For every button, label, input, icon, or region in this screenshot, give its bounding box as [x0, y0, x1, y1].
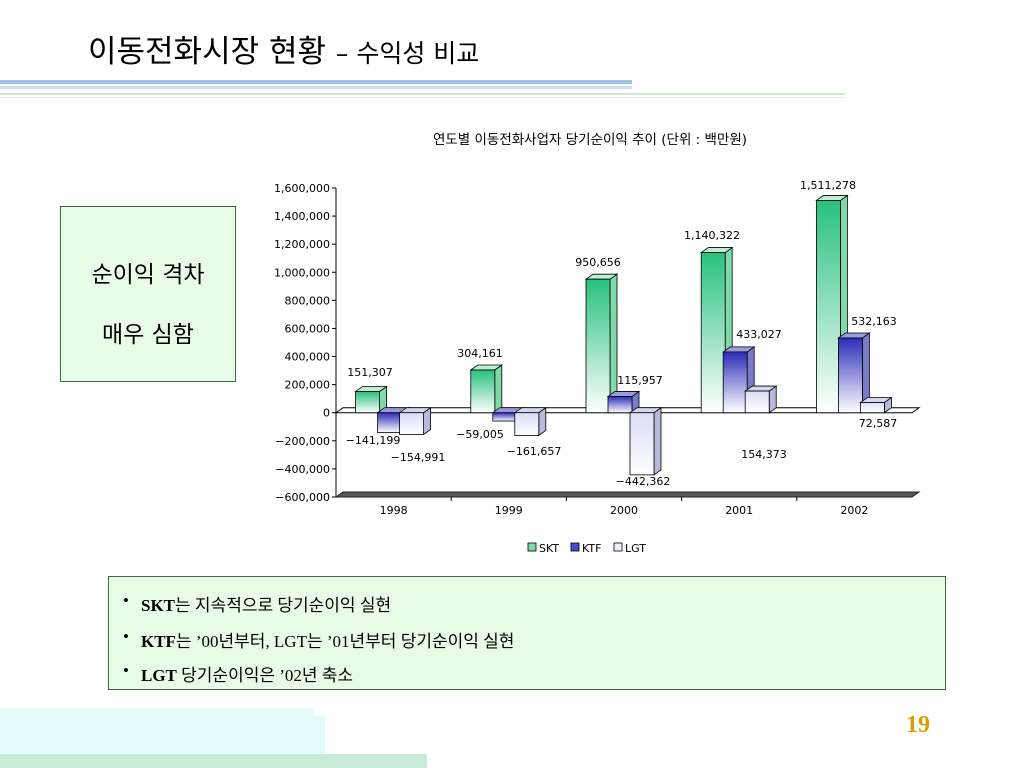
data-label-skt: 1,511,278: [800, 179, 856, 192]
bar-lgt-2001: [744, 390, 770, 414]
y-tick-label: 800,000: [285, 294, 331, 307]
net-income-chart: 연도별 이동전화사업자 당기순이익 추이 (단위 : 백만원) −600,000 −…: [274, 132, 921, 555]
y-tick-label: 400,000: [285, 351, 331, 364]
bullet-1-text: 는 지속적으로 당기순이익 실현: [175, 596, 392, 615]
bar-skt-1998: [355, 391, 381, 414]
page-number: 19: [906, 712, 930, 738]
data-label-ktf: 115,957: [617, 374, 663, 387]
data-label-lgt: −154,991: [391, 451, 446, 464]
summary-bullet-1: SKT는 지속적으로 당기순이익 실현: [123, 591, 392, 616]
y-tick-label: 1,200,000: [274, 238, 330, 251]
y-tick-label: −600,000: [275, 491, 330, 504]
title-rule-secondary: [0, 86, 632, 89]
footer-deco-strip: [0, 708, 314, 718]
title-rule-green: [0, 93, 845, 95]
bar-skt-2002: [816, 200, 841, 414]
legend-swatch-ktf: [570, 542, 580, 552]
x-tick-label: 1998: [380, 504, 408, 517]
bar-side: [653, 406, 662, 476]
summary-bullet-3: LGT 당기순이익은 ’02년 축소: [123, 661, 354, 686]
bar-ktf-1999: [492, 412, 518, 422]
bar-lgt-1999: [514, 412, 540, 436]
data-label-lgt: 72,587: [859, 417, 898, 430]
legend-swatch-lgt: [613, 542, 623, 552]
x-tick-label: 1999: [495, 504, 523, 517]
title-main: 이동전화시장 현황: [88, 34, 327, 70]
title-rule: [0, 80, 632, 84]
bar-skt-2000: [585, 278, 611, 414]
footer-deco-block: [0, 716, 325, 754]
y-tick-label: 200,000: [285, 379, 331, 392]
x-tick-label: 2002: [840, 504, 868, 517]
x-tick-label: 2000: [610, 504, 638, 517]
y-tick-label: −400,000: [275, 463, 330, 476]
y-tick-label: 1,400,000: [274, 210, 330, 223]
bar-skt-1999: [470, 369, 496, 414]
data-label-skt: 151,307: [347, 366, 393, 379]
bar-skt-2001: [700, 252, 726, 414]
bullet-3-text: 당기순이익은 ’02년 축소: [176, 666, 354, 685]
callout-line-1: 순이익 격차: [91, 262, 205, 288]
bullet-2-company: KTF: [141, 632, 176, 651]
bullet-3-company: LGT: [141, 666, 177, 685]
bullet-2-text: 는 ’00년부터, LGT는 ’01년부터 당기순이익 실현: [175, 632, 515, 651]
y-tick-label: 1,600,000: [274, 182, 330, 195]
summary-box: SKT는 지속적으로 당기순이익 실현 KTF는 ’00년부터, LGT는 ’0…: [108, 576, 946, 690]
bar-lgt-2002: [860, 402, 885, 414]
data-label-lgt: −161,657: [507, 445, 562, 458]
data-label-ktf: −59,005: [456, 428, 504, 441]
callout-line-2: 매우 심함: [102, 322, 194, 348]
chart-title: 연도별 이동전화사업자 당기순이익 추이 (단위 : 백만원): [433, 132, 747, 148]
legend-label-skt: SKT: [539, 542, 559, 555]
data-label-ktf: 433,027: [736, 328, 782, 341]
bar-ktf-1998: [377, 412, 403, 433]
bar-ktf-2001: [722, 351, 748, 414]
data-label-skt: 950,656: [575, 256, 621, 269]
x-tick-label: 2001: [725, 504, 753, 517]
data-label-skt: 304,161: [457, 347, 503, 360]
y-tick-label: −200,000: [275, 435, 330, 448]
data-label-skt: 1,140,322: [684, 229, 740, 242]
bar-ktf-2002: [838, 337, 863, 414]
bar-ktf-2000: [607, 396, 633, 414]
chart-floor: [334, 491, 921, 498]
legend-swatch-skt: [527, 542, 537, 552]
bar-lgt-1998: [399, 412, 425, 435]
data-label-lgt: 154,373: [741, 448, 787, 461]
bar-side: [494, 364, 503, 414]
bar-lgt-2000: [629, 412, 655, 476]
data-label-ktf: −141,199: [346, 434, 401, 447]
legend-label-lgt: LGT: [625, 542, 646, 555]
y-tick-label: 600,000: [285, 322, 331, 335]
footer-deco-bar: [0, 754, 427, 768]
data-label-lgt: −442,362: [616, 475, 671, 488]
legend-label-ktf: KTF: [582, 542, 601, 555]
title-rule-green-thin: [0, 97, 845, 98]
y-tick-label: 1,000,000: [274, 266, 330, 279]
bullet-1-company: SKT: [141, 596, 176, 615]
slide-title: 이동전화시장 현황 – 수익성 비교: [88, 26, 479, 71]
data-label-ktf: 532,163: [851, 315, 897, 328]
title-sub: – 수익성 비교: [335, 39, 480, 68]
callout-box: 순이익 격차 매우 심함: [60, 206, 236, 382]
y-tick-label: 0: [323, 407, 330, 420]
summary-bullet-2: KTF는 ’00년부터, LGT는 ’01년부터 당기순이익 실현: [123, 627, 515, 652]
